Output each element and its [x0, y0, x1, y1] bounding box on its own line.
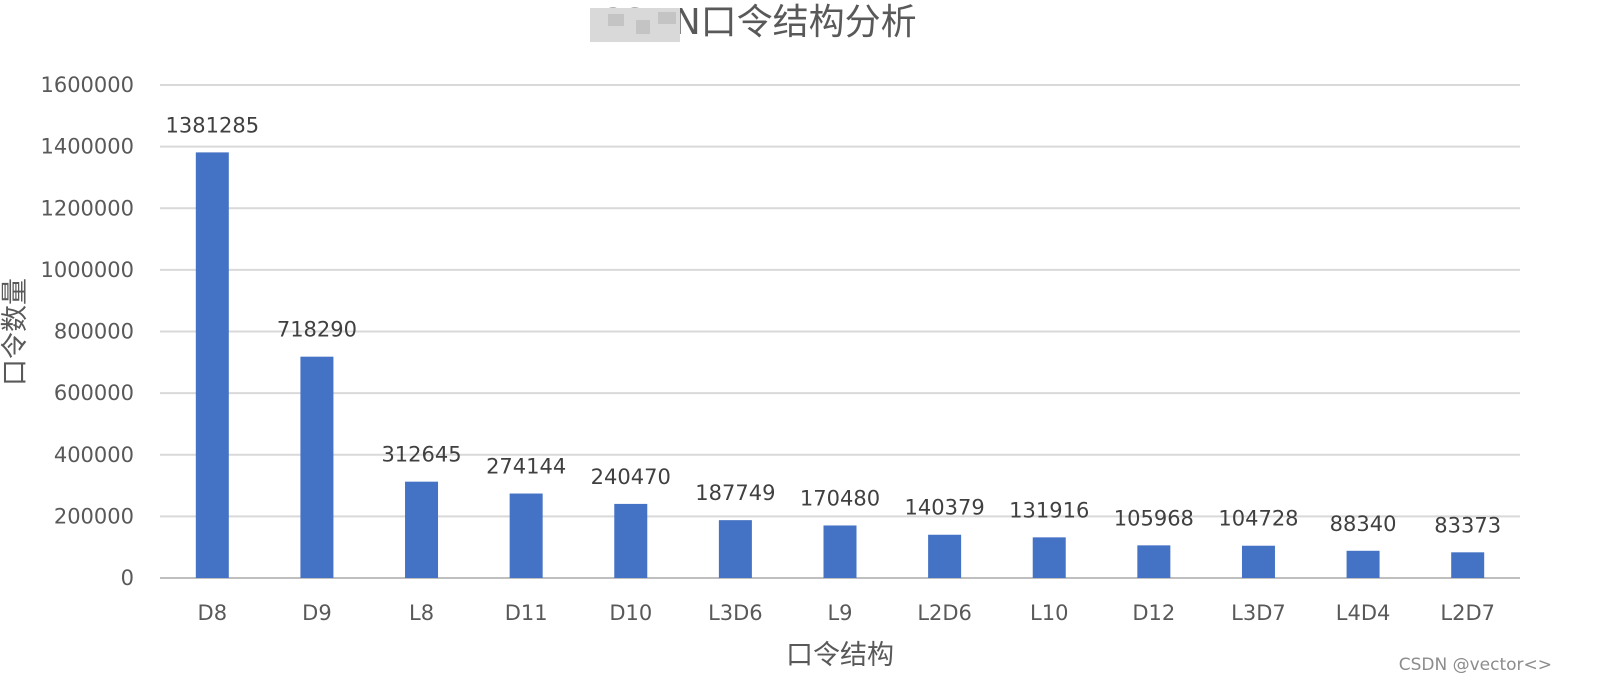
x-tick-label: D9: [302, 601, 332, 625]
y-tick-label: 200000: [54, 504, 134, 528]
data-label: 718290: [277, 318, 357, 342]
bar-D8: [195, 152, 229, 579]
x-tick-label: L3D6: [708, 601, 763, 625]
bar-L4D4: [1346, 550, 1380, 578]
data-label: 88340: [1330, 512, 1397, 536]
bar-L2D7: [1451, 552, 1485, 578]
x-tick-labels: D8 D9 L8 D11 D10 L3D6 L9 L2D6 L10 D12 L3D7 L4D4 L2D7: [198, 601, 1495, 625]
bar-L2D6: [928, 534, 962, 578]
bar-L10: [1032, 537, 1066, 578]
y-tick-label: 600000: [54, 381, 134, 405]
x-axis-title: 口令结构: [786, 640, 894, 671]
y-tick-label: 1200000: [40, 196, 134, 220]
data-label: 312645: [381, 443, 461, 467]
title-obscured-region: [590, 8, 680, 42]
bar-L3D7: [1241, 545, 1275, 578]
bars: [195, 152, 1485, 579]
bar-L8: [405, 481, 439, 578]
data-labels: 1381285 718290 312645 274144 240470 187749 170…: [166, 113, 1502, 537]
data-label: 105968: [1114, 506, 1194, 530]
data-label: 1381285: [166, 113, 260, 137]
bar-L3D6: [718, 520, 752, 578]
data-label: 140379: [905, 496, 985, 520]
data-label: 131916: [1009, 498, 1089, 522]
bar-D11: [509, 493, 543, 578]
x-tick-label: D10: [609, 601, 652, 625]
x-tick-label: L4D4: [1336, 601, 1391, 625]
data-label: 274144: [486, 455, 566, 479]
watermark: CSDN @vector<>: [1399, 655, 1552, 675]
x-tick-label: L8: [409, 601, 434, 625]
y-tick-label: 400000: [54, 443, 134, 467]
x-tick-label: L10: [1030, 601, 1068, 625]
data-label: 170480: [800, 486, 880, 510]
grid-layer: [160, 84, 1520, 579]
bar-D10: [614, 503, 648, 578]
x-tick-label: D11: [505, 601, 548, 625]
x-tick-label: L9: [827, 601, 852, 625]
data-label: 83373: [1434, 513, 1501, 537]
x-tick-label: D8: [198, 601, 228, 625]
x-tick-label: L2D7: [1440, 601, 1495, 625]
y-tick-label: 0: [121, 566, 134, 590]
y-tick-label: 1000000: [40, 258, 134, 282]
data-label: 240470: [591, 465, 671, 489]
y-tick-label: 1600000: [40, 73, 134, 97]
y-tick-label: 800000: [54, 320, 134, 344]
x-tick-label: L2D6: [917, 601, 972, 625]
chart-title-group: CSDN口令结构分析: [590, 2, 917, 43]
y-axis-title: 口令数量: [0, 278, 31, 386]
bar-L9: [823, 525, 857, 578]
y-tick-label: 1400000: [40, 135, 134, 159]
y-tick-labels: 0 200000 400000 600000 800000 1000000 1200000 1…: [40, 73, 134, 590]
data-label: 104728: [1218, 507, 1298, 531]
x-tick-label: D12: [1132, 601, 1175, 625]
bar-D9: [300, 356, 334, 578]
bar-D12: [1137, 545, 1171, 578]
x-tick-label: L3D7: [1231, 601, 1286, 625]
data-label: 187749: [695, 481, 775, 505]
